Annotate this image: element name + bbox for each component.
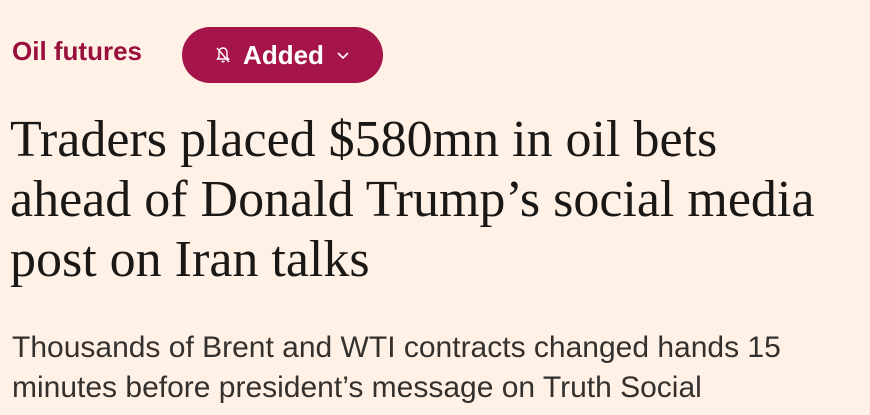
bell-off-icon	[216, 47, 230, 63]
chevron-icon	[337, 52, 349, 60]
standfirst-line: minutes before president’s message on Tr…	[12, 371, 702, 404]
follow-button[interactable]: Added	[182, 27, 383, 83]
headline-line: ahead of Donald Trump’s social media	[10, 171, 815, 228]
standfirst-line: Thousands of Brent and WTI contracts cha…	[12, 331, 781, 364]
topic-link[interactable]: Oil futures	[12, 36, 143, 66]
standfirst: Thousands of Brent and WTI contracts cha…	[12, 328, 870, 408]
headline-line: post on Iran talks	[10, 231, 370, 288]
follow-button-label: Added	[243, 39, 324, 70]
headline-line: Traders placed $580mn in oil bets	[10, 111, 718, 168]
headline[interactable]: Traders placed $580mn in oil bets ahead …	[10, 110, 870, 290]
